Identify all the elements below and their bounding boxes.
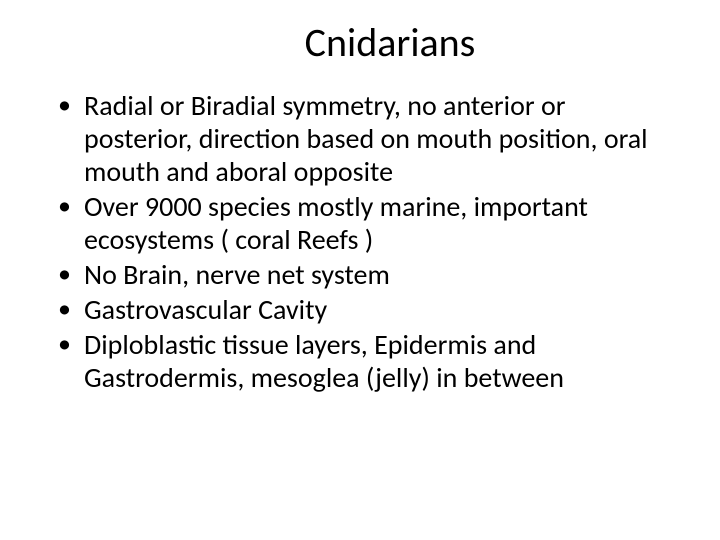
slide: Cnidarians Radial or Biradial symmetry, …	[0, 0, 720, 540]
list-item: Radial or Biradial symmetry, no anterior…	[84, 89, 680, 188]
slide-title: Cnidarians	[40, 18, 680, 67]
list-item: Diploblastic tissue layers, Epidermis an…	[84, 328, 680, 394]
list-item: No Brain, nerve net system	[84, 258, 680, 291]
list-item: Over 9000 species mostly marine, importa…	[84, 190, 680, 256]
bullet-list: Radial or Biradial symmetry, no anterior…	[40, 89, 680, 394]
list-item: Gastrovascular Cavity	[84, 293, 680, 326]
